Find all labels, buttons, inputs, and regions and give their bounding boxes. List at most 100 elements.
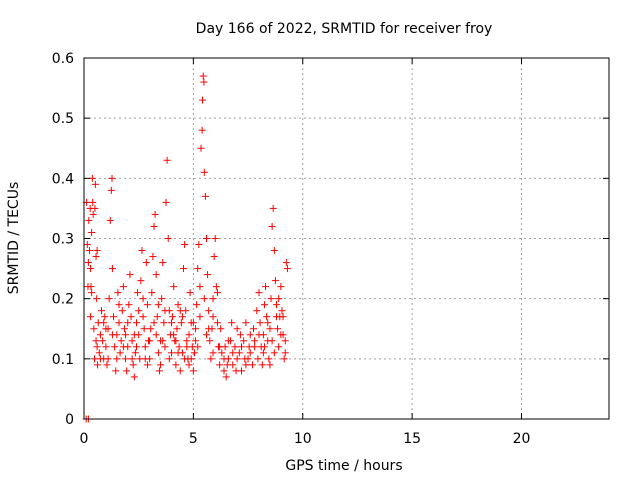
y-tick-labels: 0 0.1 0.2 0.3 0.4 0.5 0.6 [52, 51, 74, 428]
data-point [170, 283, 178, 291]
data-point [91, 355, 98, 363]
data-point [275, 295, 283, 303]
data-point [102, 343, 110, 351]
data-point [282, 259, 290, 267]
data-point [114, 289, 122, 297]
data-point [231, 343, 239, 351]
data-point [107, 186, 115, 194]
data-point [152, 331, 160, 339]
data-point [246, 331, 254, 339]
data-point [217, 325, 225, 333]
data-point [203, 331, 210, 339]
data-point [264, 319, 272, 327]
data-point [112, 367, 120, 375]
data-point [106, 216, 114, 224]
data-point [273, 313, 280, 321]
data-point [273, 301, 280, 309]
data-point [115, 319, 123, 327]
data-point [275, 343, 283, 351]
data-point [94, 361, 102, 369]
data-point [209, 349, 217, 357]
data-point [236, 331, 244, 339]
y-tick-label: 0.1 [52, 352, 74, 368]
data-point [155, 367, 163, 375]
data-point [199, 72, 207, 80]
data-point [200, 168, 208, 176]
data-point [223, 361, 231, 369]
data-point [164, 235, 172, 242]
data-point [130, 373, 138, 381]
data-point [159, 259, 167, 267]
data-point [115, 301, 123, 309]
data-point [256, 319, 264, 327]
data-point [267, 295, 275, 303]
data-point [177, 319, 185, 327]
data-point [269, 204, 277, 212]
data-point [122, 355, 130, 363]
data-point [277, 283, 285, 291]
data-point [242, 361, 250, 369]
data-point [218, 349, 226, 357]
data-point [85, 247, 93, 255]
x-tick-label: 15 [403, 431, 421, 447]
data-point [158, 295, 166, 303]
data-point [193, 301, 201, 309]
data-point [91, 180, 99, 188]
data-point [92, 253, 100, 261]
data-point [260, 301, 268, 309]
data-point [254, 355, 262, 363]
data-point [174, 349, 182, 357]
data-point [124, 319, 132, 327]
data-point [280, 355, 288, 363]
data-point [209, 295, 217, 303]
data-point [224, 337, 232, 345]
data-point [84, 259, 92, 267]
data-point [85, 216, 93, 224]
data-point [157, 361, 165, 369]
data-point [126, 271, 134, 279]
data-point [263, 313, 271, 321]
data-point [141, 355, 149, 363]
data-point [213, 319, 221, 327]
data-point [88, 289, 96, 297]
data-point [281, 349, 289, 357]
data-point [240, 337, 248, 345]
data-point [245, 343, 253, 351]
data-point [189, 367, 197, 375]
data-point [133, 319, 140, 327]
data-point [246, 349, 254, 357]
data-point [242, 319, 250, 327]
data-point [162, 198, 170, 206]
data-point [268, 222, 276, 230]
data-point [168, 319, 175, 327]
data-point [98, 307, 105, 315]
data-point [154, 301, 162, 309]
data-point [255, 289, 263, 297]
data-point [194, 343, 202, 351]
data-point [139, 295, 147, 303]
data-point [104, 355, 112, 363]
data-point [105, 295, 113, 303]
data-point [197, 144, 205, 152]
data-point [93, 295, 101, 303]
data-point [172, 361, 180, 369]
data-point [200, 78, 208, 86]
data-point [255, 331, 263, 339]
data-point [147, 325, 155, 333]
data-point [90, 325, 98, 333]
x-axis-label: GPS time / hours [285, 458, 402, 474]
data-point [116, 349, 124, 357]
data-points [82, 72, 291, 423]
data-point [187, 355, 195, 363]
data-point [258, 361, 266, 369]
data-point [175, 343, 183, 351]
data-point [119, 343, 127, 351]
data-point [278, 307, 286, 315]
data-point [270, 349, 278, 357]
data-point [205, 325, 213, 333]
data-point [119, 283, 127, 291]
y-axis-label: SRMTID / TECUs [6, 182, 22, 295]
data-point [141, 343, 149, 351]
data-point [181, 355, 189, 363]
